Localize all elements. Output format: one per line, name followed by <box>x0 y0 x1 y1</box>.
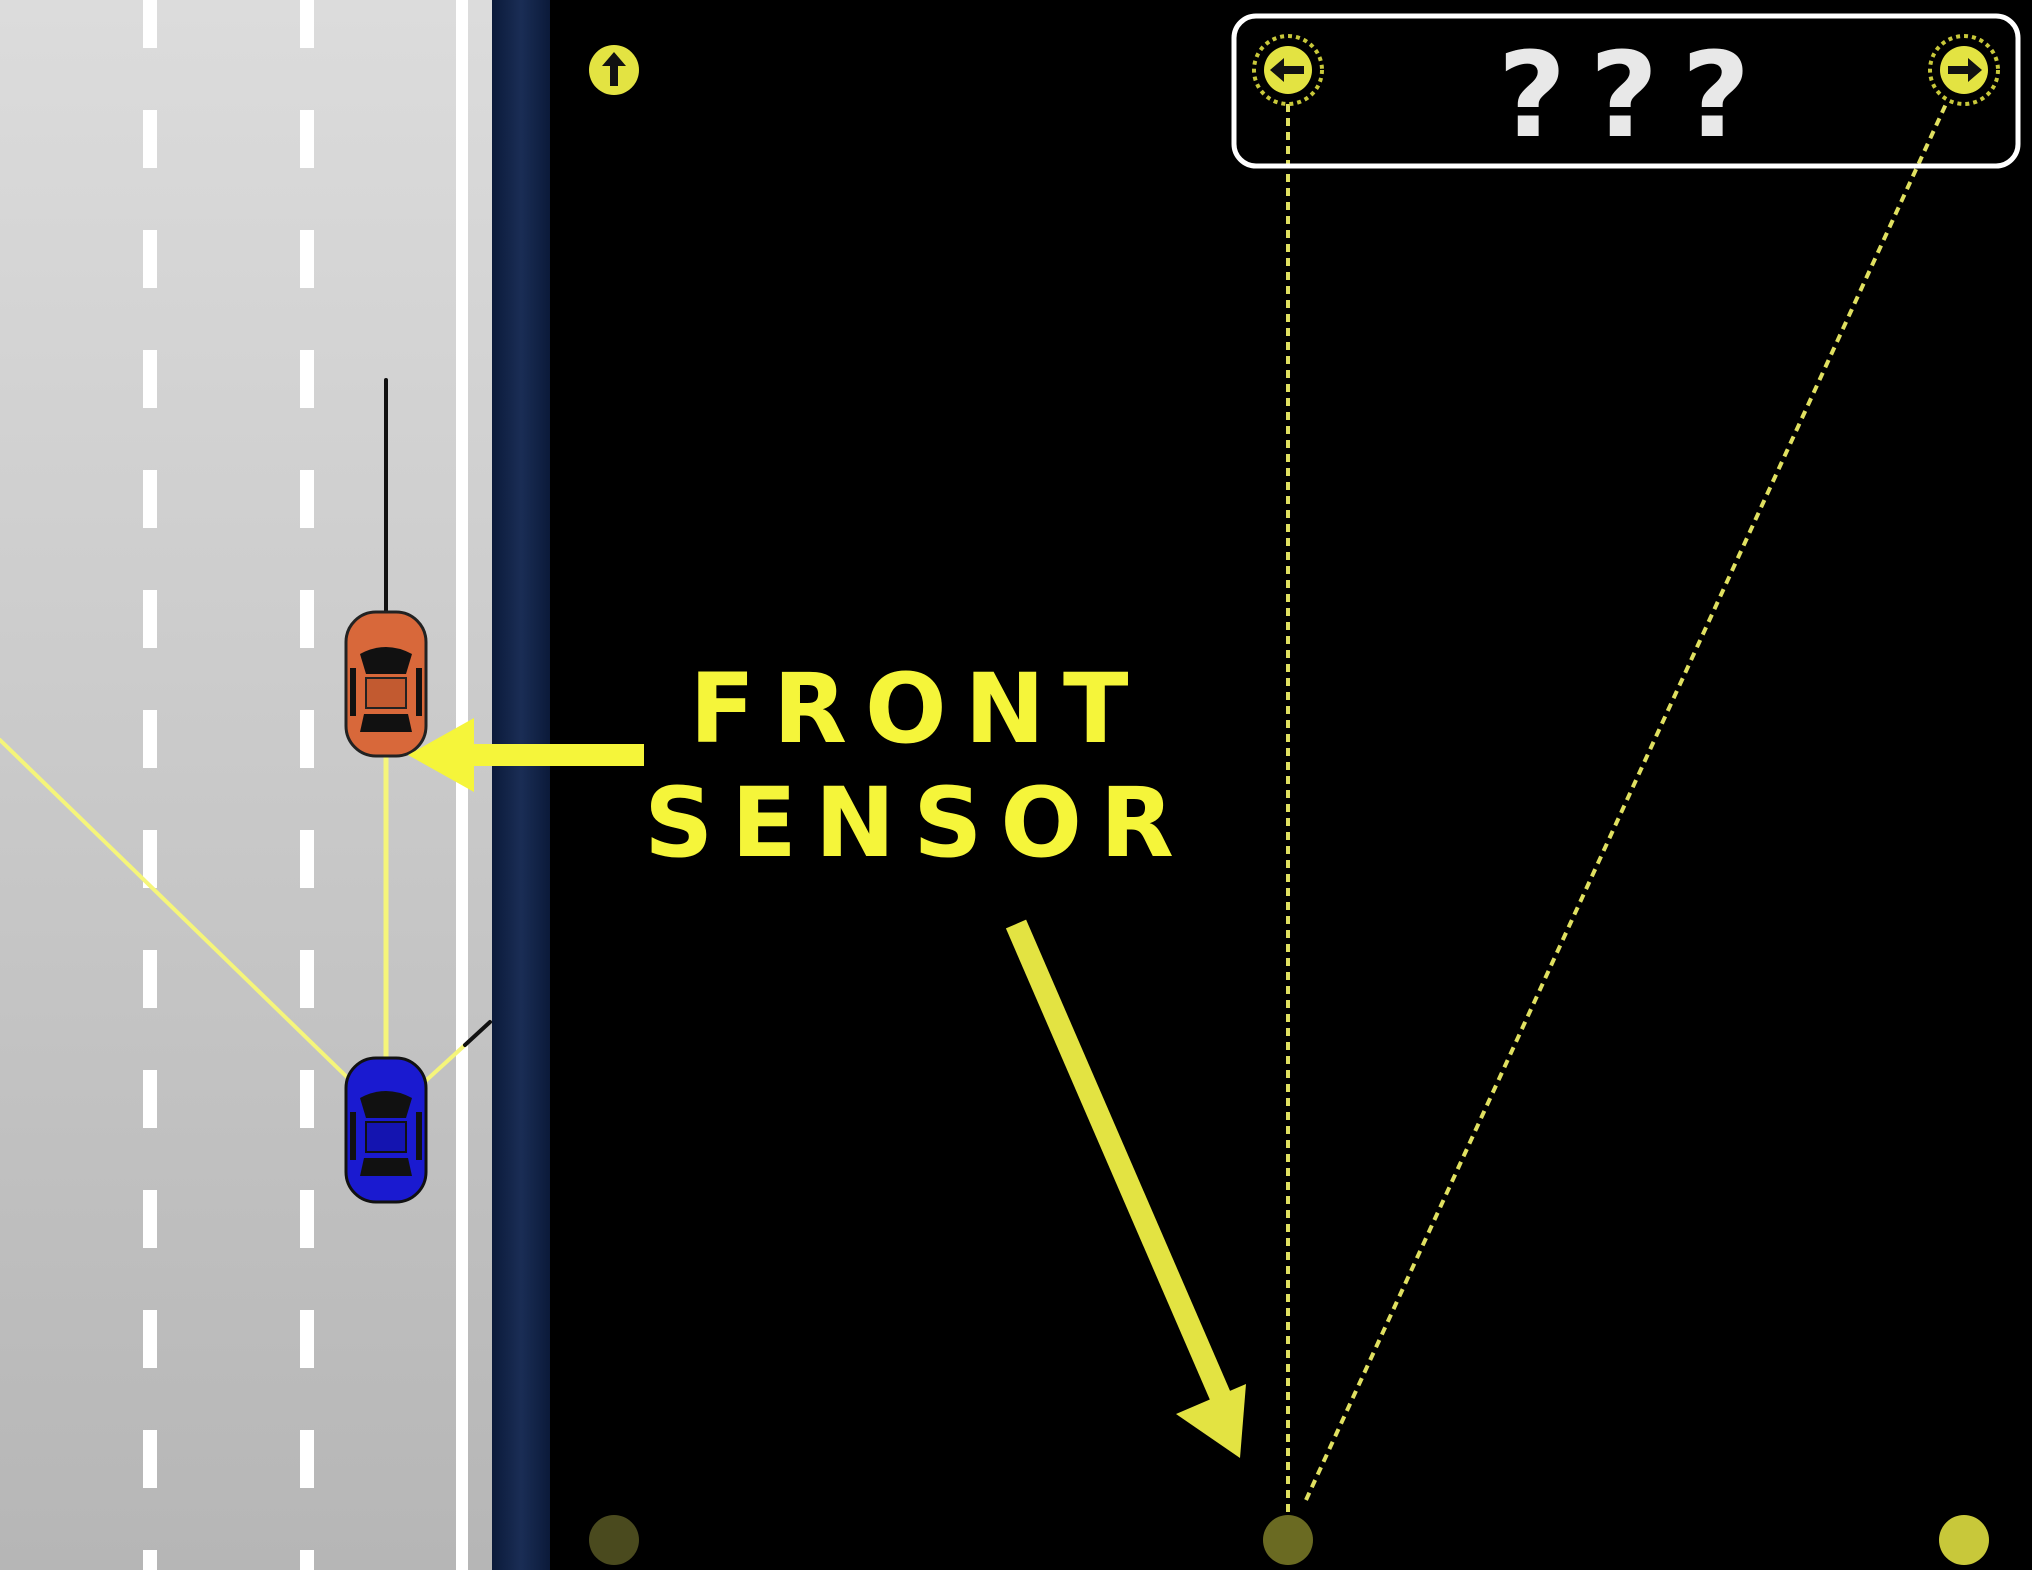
pointer-arrow-down-shaft <box>1005 919 1233 1405</box>
input-node-left-sensor <box>589 1515 639 1565</box>
output-node-right-ring <box>1928 34 2000 106</box>
traffic-car-windshield <box>360 647 412 674</box>
traffic-car-side-window-left <box>350 668 356 716</box>
pointer-arrow-down <box>1005 919 1246 1458</box>
output-panel: ? ? ? <box>1231 13 2021 169</box>
lane-dash <box>143 230 157 288</box>
traffic-car-roof <box>365 677 407 709</box>
traffic-car <box>344 610 428 758</box>
lane-dash <box>300 950 314 1008</box>
lane-dash <box>300 1190 314 1248</box>
lane-dash <box>143 830 157 888</box>
lane-dash <box>300 1430 314 1488</box>
input-node-front-sensor <box>1263 1515 1313 1565</box>
lane-dash <box>300 1310 314 1368</box>
output-node-forward <box>589 45 639 95</box>
unknown-mark-3: ? <box>1682 26 1750 164</box>
road-shoulder <box>492 0 550 1570</box>
lane-dash <box>300 230 314 288</box>
sensor-ray-left <box>0 738 354 1084</box>
road <box>0 0 550 1570</box>
lane-dash <box>300 830 314 888</box>
sensor-ray-right-beyond <box>463 1020 492 1047</box>
pointer-arrow-left-head <box>408 718 474 792</box>
network-connections <box>1286 103 1948 1540</box>
lane-dash <box>300 0 314 48</box>
front-label: FRONT <box>690 653 1147 765</box>
lane-dash <box>143 110 157 168</box>
lane-dash <box>143 470 157 528</box>
pointer-arrow-left-shaft <box>460 744 644 766</box>
lane-dash <box>143 350 157 408</box>
ego-car-windshield <box>360 1091 412 1118</box>
lane-dash <box>143 1310 157 1368</box>
ego-car-rear-window <box>360 1158 412 1176</box>
lane-dash <box>143 710 157 768</box>
lane-dash <box>143 1070 157 1128</box>
connection-front-to-right <box>1304 103 1948 1501</box>
road-surface <box>0 0 492 1570</box>
pointer-arrow-left <box>408 718 644 792</box>
output-node-left-ring <box>1252 34 1324 106</box>
lane-dash <box>300 1070 314 1128</box>
ego-car-side-window-right <box>416 1112 422 1160</box>
sensor-ray-right <box>418 1043 467 1088</box>
ego-car-roof <box>365 1121 407 1153</box>
lane-dash <box>300 350 314 408</box>
lane-dash <box>143 1190 157 1248</box>
arrow-left-icon <box>1270 58 1304 82</box>
lane-divider-right <box>300 0 314 1570</box>
lane-dash <box>300 110 314 168</box>
lane-dash <box>143 590 157 648</box>
unknown-mark-2: ? <box>1590 26 1658 164</box>
lane-dash <box>300 1550 314 1570</box>
input-node-right-sensor <box>1939 1515 1989 1565</box>
lane-dash <box>300 470 314 528</box>
sensor-label: SENSOR <box>644 767 1192 879</box>
lane-dash <box>300 710 314 768</box>
ego-car-side-window-left <box>350 1112 356 1160</box>
lane-dash <box>143 1430 157 1488</box>
pointer-arrow-down-head <box>1176 1384 1246 1458</box>
output-panel-frame <box>1231 13 2021 169</box>
input-layer <box>589 1515 1989 1565</box>
unknown-mark-1: ? <box>1498 26 1566 164</box>
ego-car <box>344 1056 428 1204</box>
traffic-car-side-window-right <box>416 668 422 716</box>
lane-divider-left <box>143 0 157 1570</box>
output-node-right <box>1928 34 2000 106</box>
arrow-up-icon <box>602 52 626 86</box>
arrow-right-icon <box>1948 58 1982 82</box>
lane-dash <box>143 950 157 1008</box>
lane-dash <box>300 590 314 648</box>
traffic-car-rear-window <box>360 714 412 732</box>
lane-dash <box>143 1550 157 1570</box>
lane-dash <box>143 0 157 48</box>
output-node-left <box>1252 34 1324 106</box>
